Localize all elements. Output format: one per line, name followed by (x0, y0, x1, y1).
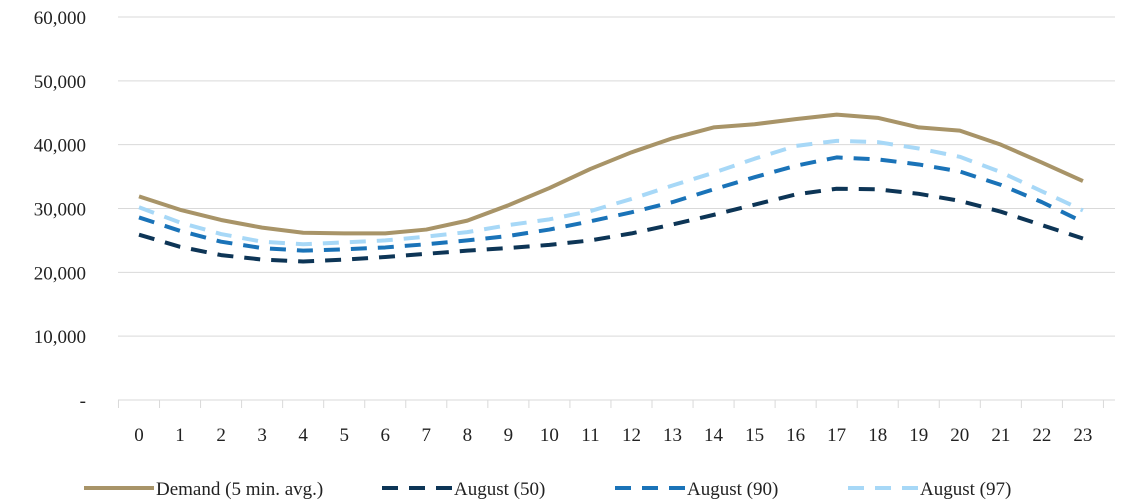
gridlines (118, 16, 1115, 337)
x-tick-label: 16 (786, 425, 805, 446)
legend-label: August (50) (454, 479, 545, 500)
x-tick-label: 14 (704, 425, 724, 446)
y-tick-label: 30,000 (34, 200, 86, 221)
x-tick-label: 23 (1073, 425, 1092, 446)
x-tick-label: 11 (581, 425, 599, 446)
x-tick-label: 13 (663, 425, 682, 446)
x-tick-label: 8 (463, 425, 473, 446)
series-lines (138, 112, 1084, 264)
y-tick-label: 10,000 (34, 327, 86, 348)
y-tick-label: - (80, 391, 86, 412)
x-tick-label: 17 (827, 425, 846, 446)
series-line (138, 186, 1084, 264)
series-line (138, 112, 1084, 236)
x-axis (117, 399, 1115, 408)
legend-label: August (90) (687, 479, 778, 500)
x-tick-label: 19 (909, 425, 928, 446)
x-tick-label: 5 (339, 425, 349, 446)
y-axis-tick-labels: - 10,000 20,000 30,000 40,000 50,000 60,000 (34, 8, 86, 412)
y-tick-label: 40,000 (34, 136, 86, 157)
x-tick-label: 7 (422, 425, 432, 446)
x-tick-label: 15 (745, 425, 764, 446)
series-line (138, 138, 1084, 247)
x-tick-label: 1 (175, 425, 185, 446)
legend-label: August (97) (920, 479, 1011, 500)
legend: Demand (5 min. avg.) August (50) August (9… (84, 479, 1011, 500)
x-tick-label: 20 (950, 425, 969, 446)
x-tick-label: 9 (504, 425, 514, 446)
y-tick-label: 50,000 (34, 72, 86, 93)
series-line (138, 155, 1084, 253)
x-tick-label: 10 (540, 425, 559, 446)
x-tick-label: 22 (1032, 425, 1051, 446)
x-tick-label: 3 (257, 425, 267, 446)
legend-label: Demand (5 min. avg.) (156, 479, 323, 500)
x-tick-label: 6 (380, 425, 390, 446)
y-tick-label: 60,000 (34, 8, 86, 29)
x-tick-label: 4 (298, 425, 308, 446)
y-tick-label: 20,000 (34, 263, 86, 284)
x-tick-label: 18 (868, 425, 887, 446)
x-tick-label: 2 (216, 425, 226, 446)
x-axis-tick-labels: 0 1 2 3 4 5 6 7 8 9 10 11 12 13 14 15 16 17 18 19 20 21 22 23 (134, 425, 1092, 446)
x-tick-label: 0 (134, 425, 144, 446)
x-tick-label: 12 (622, 425, 641, 446)
x-tick-label: 21 (991, 425, 1010, 446)
